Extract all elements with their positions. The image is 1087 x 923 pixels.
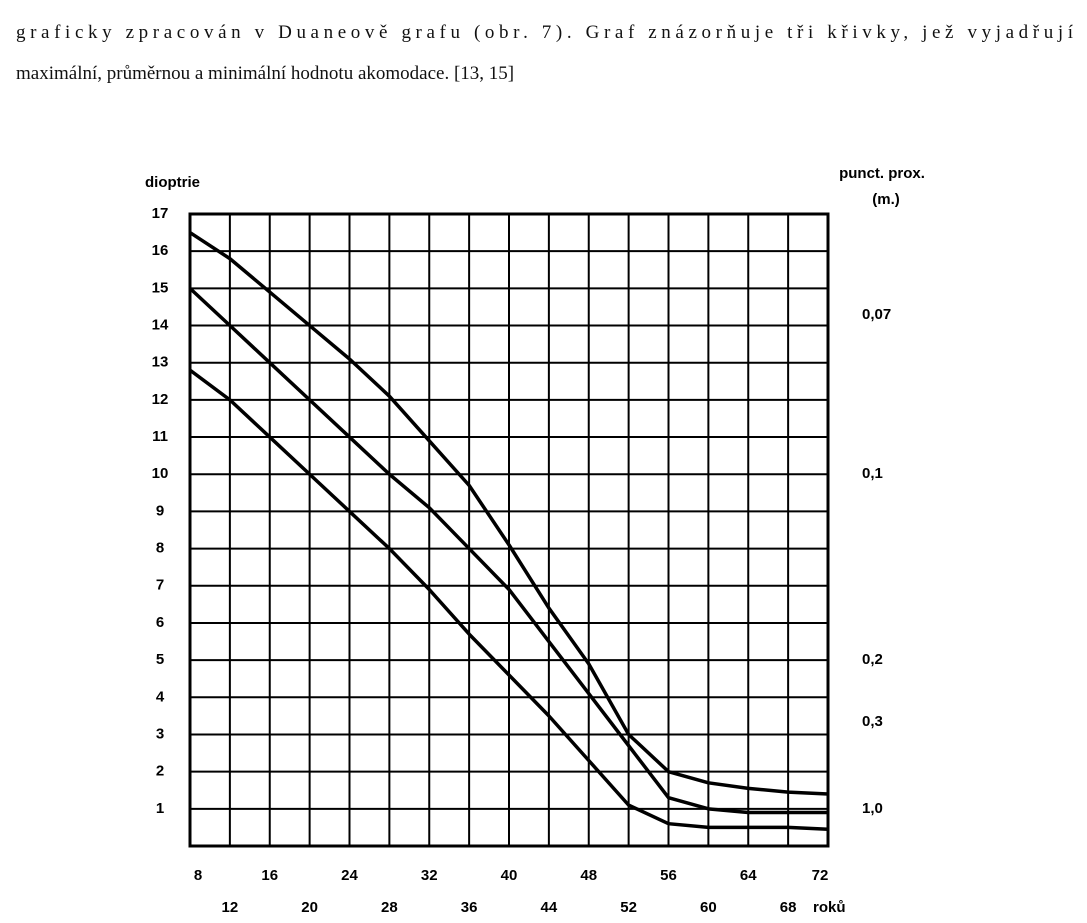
x-tick-label: 20	[301, 899, 318, 916]
x-tick-label: 12	[222, 899, 239, 916]
y2-axis-label: punct. prox.	[839, 165, 925, 182]
x-tick-label: 72	[812, 867, 829, 884]
curve	[189, 231, 829, 796]
y2-axis-label: (m.)	[872, 191, 900, 208]
y-tick-label: 5	[156, 651, 164, 668]
x-tick-label: 48	[580, 867, 597, 884]
curve	[188, 287, 828, 815]
y-tick-label: 11	[152, 428, 168, 445]
x-tick-label: 44	[541, 899, 558, 916]
x-axis-label: roků	[813, 899, 846, 916]
y2-tick-label: 0,3	[862, 713, 883, 730]
y-tick-label: 2	[156, 763, 164, 780]
x-tick-label: 36	[461, 899, 478, 916]
y-tick-label: 4	[156, 688, 165, 705]
x-tick-label: 24	[341, 867, 358, 884]
y2-tick-label: 1,0	[862, 800, 883, 817]
y-tick-label: 10	[152, 465, 169, 482]
y-tick-label: 8	[156, 540, 164, 557]
x-tick-label: 8	[194, 867, 202, 884]
y-axis-label: dioptrie	[145, 174, 200, 191]
x-tick-label: 16	[261, 867, 278, 884]
paragraph-line: maximální, průměrnou a minimální hodnotu…	[16, 63, 514, 84]
y-tick-label: 3	[156, 725, 164, 742]
y-tick-label: 14	[152, 316, 169, 333]
y-tick-label: 6	[156, 614, 164, 631]
x-tick-label: 52	[620, 899, 637, 916]
y2-tick-label: 0,07	[862, 306, 891, 323]
y2-tick-label: 0,1	[862, 465, 883, 482]
x-tick-label: 68	[780, 899, 797, 916]
x-tick-label: 60	[700, 899, 717, 916]
x-tick-label: 64	[740, 867, 757, 884]
paragraph-line: graficky zpracován v Duaneově grafu (obr…	[16, 22, 1074, 43]
y-tick-label: 12	[152, 391, 169, 408]
plot-frame	[188, 212, 830, 848]
curve	[188, 368, 829, 832]
y2-tick-label: 0,2	[862, 651, 883, 668]
x-tick-label: 40	[501, 867, 518, 884]
y-tick-label: 9	[156, 502, 164, 519]
y-tick-label: 1	[156, 800, 164, 817]
y-tick-label: 17	[152, 205, 169, 222]
y-tick-label: 16	[152, 242, 169, 259]
x-tick-label: 32	[421, 867, 438, 884]
y-tick-label: 7	[156, 577, 164, 594]
y-tick-label: 15	[152, 279, 169, 296]
x-tick-label: 28	[381, 899, 398, 916]
y-tick-label: 13	[152, 354, 169, 371]
x-tick-label: 56	[660, 867, 677, 884]
